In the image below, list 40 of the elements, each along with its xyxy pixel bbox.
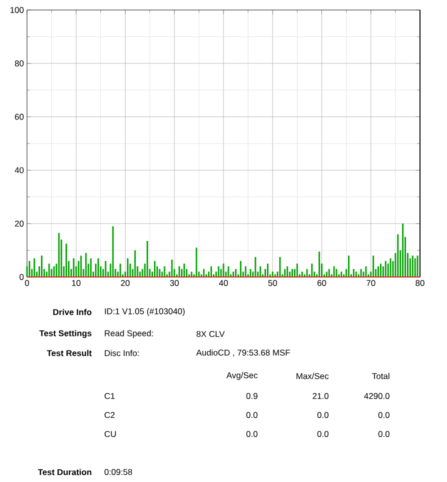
text: AudioCD , 79:53.68 MSF — [196, 349, 290, 357]
x-tick-label: 20 — [120, 280, 130, 286]
text: ID:1 V1.05 (#103040) — [104, 308, 185, 316]
text: Test Duration — [38, 468, 92, 476]
text: Test Result — [46, 350, 92, 356]
x-tick-label: 40 — [218, 280, 228, 286]
text: 0:09:58 — [104, 469, 132, 475]
y-tick-label: 20 — [14, 220, 24, 227]
text: 0.0 — [246, 412, 258, 418]
text: Total — [372, 372, 390, 380]
x-tick-label: 60 — [317, 280, 326, 286]
x-tick-label: 70 — [366, 280, 376, 286]
text: 0.9 — [246, 393, 258, 399]
text: Disc Info: — [104, 350, 139, 356]
text: Avg/Sec — [226, 372, 258, 380]
text: Read Speed: — [104, 330, 153, 338]
text: 4290.0 — [364, 393, 390, 399]
y-tick-label: 80 — [14, 60, 24, 66]
text: C1 — [104, 393, 115, 399]
text: Max/Sec — [296, 372, 329, 380]
text: 0.0 — [378, 412, 390, 418]
text: 0.0 — [378, 431, 390, 437]
x-tick-label: 10 — [72, 280, 80, 286]
text: 8X CLV — [196, 331, 225, 337]
text: 0.0 — [317, 412, 328, 418]
x-tick-label: 0 — [24, 280, 30, 286]
x-tick-label: 30 — [170, 280, 179, 286]
text: C2 — [104, 412, 115, 418]
y-tick-label: 40 — [14, 167, 24, 174]
x-tick-label: 50 — [268, 280, 277, 286]
y-tick-label: 100 — [10, 7, 24, 13]
y-tick-label: 0 — [20, 274, 24, 280]
text: CU — [104, 431, 116, 437]
x-tick-label: 80 — [416, 280, 424, 286]
text: 0.0 — [246, 431, 258, 437]
text: 21.0 — [312, 393, 328, 399]
text: Drive Info — [53, 308, 92, 316]
text: Test Settings — [39, 330, 92, 338]
text: 0.0 — [317, 431, 328, 437]
y-tick-label: 60 — [14, 114, 24, 120]
